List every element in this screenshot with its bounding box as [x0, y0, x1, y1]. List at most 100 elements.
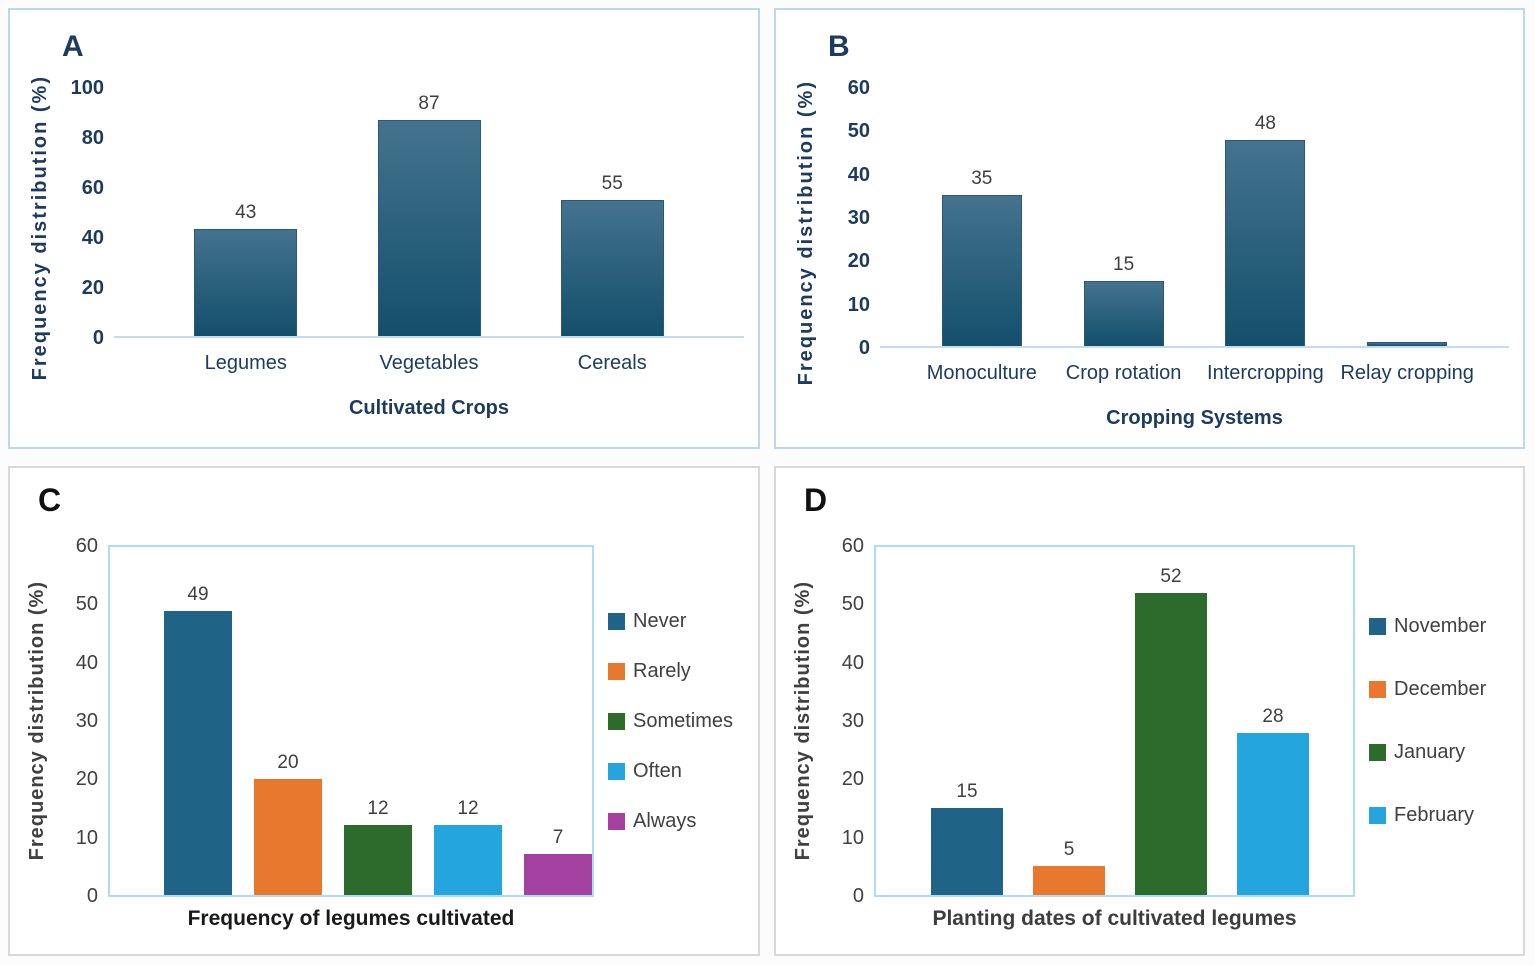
y-axis-title: Frequency distribution (%)	[25, 581, 48, 861]
category-labels: Monoculture Crop rotation Intercropping Rel…	[880, 362, 1509, 385]
panel-c: C Frequency distribution (%) 60 50 40 30 20 1…	[8, 466, 760, 956]
y-tick-labels: 60 50 40 30 20 10 0	[58, 536, 108, 906]
bar-value-label: 49	[187, 584, 209, 605]
bar-group: 52	[1135, 565, 1207, 895]
bar-value-label: 15	[956, 781, 978, 802]
bar-group: 12	[434, 797, 502, 895]
bar	[1033, 866, 1105, 895]
bar-group: 48	[1225, 112, 1306, 346]
bar-value-label: 12	[367, 798, 389, 819]
plot-area: 35 15 48	[880, 88, 1509, 348]
bar	[194, 229, 298, 336]
y-tick-label: 20	[75, 768, 98, 791]
panel-label: A	[62, 30, 84, 63]
y-tick-label: 10	[847, 293, 870, 316]
plot-column: 43 87 55 Legumes Vegetables Cereals Cultivat…	[114, 88, 744, 420]
bar	[254, 779, 322, 895]
y-tick-label: 40	[841, 651, 864, 674]
category-label: Crop rotation	[1065, 362, 1182, 384]
y-tick-label: 30	[841, 710, 864, 732]
bar	[1367, 342, 1448, 346]
bar	[1135, 593, 1207, 895]
y-axis-title-wrap: Frequency distribution (%)	[782, 545, 824, 897]
legend-item: Rarely	[608, 660, 752, 683]
bar	[434, 825, 502, 895]
y-tick-labels: 60 50 40 30 20 10 0	[828, 78, 880, 358]
bar-group: 7	[524, 826, 592, 895]
plot-area: 43 87 55	[114, 88, 744, 338]
y-tick-label: 40	[75, 651, 98, 674]
x-axis-title: Cultivated Crops	[348, 397, 510, 419]
y-tick-labels: 60 50 40 30 20 10 0	[824, 536, 874, 906]
plot-area: 49 20 12 12 7	[108, 545, 594, 897]
bar	[164, 611, 232, 895]
y-tick-label: 100	[70, 77, 104, 99]
bar	[1237, 733, 1309, 895]
y-tick-label: 0	[858, 337, 870, 359]
y-tick-label: 0	[852, 885, 864, 907]
y-axis-title: Frequency distribution (%)	[791, 581, 814, 861]
y-tick-label: 20	[841, 768, 864, 791]
category-labels: Legumes Vegetables Cereals	[114, 352, 744, 375]
bar	[1083, 281, 1164, 346]
legend-swatch	[608, 812, 625, 830]
legend-item: Never	[608, 610, 752, 633]
chart-area: Frequency distribution (%) 60 50 40 30 20 10 0…	[776, 78, 1523, 430]
legend-item: Often	[608, 760, 752, 783]
bar-value-label: 28	[1262, 706, 1284, 727]
plot-area: 15 5 52 28	[874, 545, 1355, 897]
bar-group: 28	[1237, 705, 1309, 895]
y-tick-label: 60	[75, 535, 98, 557]
legend: Never Rarely Sometimes Often Always	[594, 545, 752, 897]
chart-area: Frequency distribution (%) 60 50 40 30 20 10 0…	[776, 536, 1523, 931]
y-tick-label: 40	[81, 227, 104, 249]
bar-value-label: 52	[1160, 566, 1182, 587]
legend-swatch	[608, 612, 625, 630]
bar-group: 20	[254, 751, 322, 895]
bar-group: 43	[194, 201, 298, 336]
x-axis-title: Planting dates of cultivated legumes	[932, 907, 1297, 930]
bar	[524, 854, 592, 895]
bar-group: 49	[164, 583, 232, 895]
category-label: Monoculture	[926, 362, 1037, 384]
bar-value-label: 12	[457, 798, 479, 819]
y-tick-label: 60	[81, 177, 104, 199]
y-tick-label: 20	[847, 250, 870, 273]
legend-item: Sometimes	[608, 710, 752, 733]
legend-swatch	[608, 662, 625, 680]
bar	[377, 120, 481, 336]
bar-value-label: 20	[277, 752, 299, 773]
panel-d: D Frequency distribution (%) 60 50 40 30 20 1…	[774, 466, 1525, 956]
bar-value-label: 35	[971, 168, 993, 189]
bar	[1225, 140, 1306, 346]
bar-group: 55	[560, 172, 664, 336]
bar-group: 5	[1033, 838, 1105, 895]
legend-label: Always	[633, 809, 697, 832]
legend-swatch	[608, 712, 625, 730]
bar-group: 35	[941, 167, 1022, 346]
legend-label: Never	[633, 609, 687, 632]
panel-b: B Frequency distribution (%) 60 50 40 30 20 1…	[774, 8, 1525, 449]
y-tick-label: 20	[81, 277, 104, 299]
y-axis-title: Frequency distribution (%)	[794, 80, 817, 386]
legend-label: January	[1394, 741, 1466, 763]
chart-area: Frequency distribution (%) 100 80 60 40 20 0 …	[10, 75, 758, 420]
bar-value-label: 15	[1113, 254, 1135, 275]
bar	[344, 825, 412, 895]
y-tick-label: 0	[86, 885, 98, 907]
y-tick-label: 80	[81, 127, 104, 149]
legend-item: Always	[608, 810, 752, 833]
bar-group: 12	[344, 797, 412, 895]
y-tick-label: 60	[841, 535, 864, 557]
chart-area: Frequency distribution (%) 60 50 40 30 20 10 0…	[10, 536, 758, 931]
bar-group: 87	[377, 92, 481, 336]
legend-label: February	[1394, 804, 1475, 826]
bar-value-label: 5	[1063, 839, 1075, 860]
bar-group: 15	[1083, 253, 1164, 346]
y-tick-label: 50	[841, 593, 864, 616]
legend-swatch	[608, 762, 625, 780]
bar-group	[1367, 314, 1448, 346]
x-axis-title: Frequency of legumes cultivated	[187, 907, 515, 930]
category-label: Legumes	[204, 352, 287, 374]
